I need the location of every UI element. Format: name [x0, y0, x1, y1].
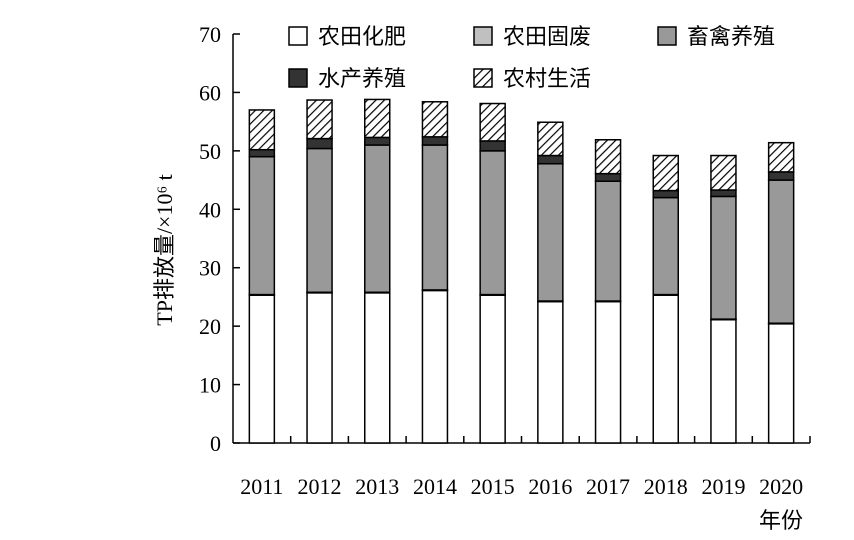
- bar-segment-2016-4: [537, 154, 564, 165]
- legend-label-4: 水产养殖: [318, 66, 406, 91]
- legend-label-2: 农田固废: [503, 24, 591, 49]
- x-tick-label: 2016: [528, 474, 572, 499]
- bar-segment-2015-1: [479, 294, 506, 444]
- bar-segment-2014-3: [421, 144, 449, 291]
- x-tick-label: 2011: [240, 474, 283, 499]
- bar-segment-2014-4: [421, 136, 449, 146]
- y-tick-label: 10: [199, 373, 221, 398]
- bar-segment-2019-3: [710, 195, 737, 320]
- bar-segment-2020-4: [767, 171, 795, 181]
- y-tick-label: 0: [210, 431, 221, 456]
- bar-segment-2014-5: [421, 101, 449, 138]
- legend-swatch-1: [288, 26, 308, 46]
- bar-segment-2012-3: [306, 147, 333, 294]
- bar-segment-2017-5: [594, 139, 622, 175]
- y-tick-label: 40: [199, 197, 221, 222]
- legend-swatch-2: [473, 26, 493, 46]
- legend-label-1: 农田化肥: [318, 24, 406, 49]
- x-tick-label: 2012: [298, 474, 342, 499]
- x-axis-label: 年份: [759, 508, 803, 533]
- bar-segment-2019-4: [710, 189, 737, 198]
- bar-segment-2018-5: [652, 154, 679, 192]
- bar-segment-2013-3: [364, 144, 391, 294]
- bar-segment-2011-1: [248, 294, 276, 444]
- bar-segment-2020-1: [767, 323, 795, 444]
- y-tick-label: 20: [199, 314, 221, 339]
- bar-segment-2012-1: [306, 292, 333, 444]
- bar-segment-2016-1: [537, 300, 564, 444]
- y-axis-label: TP排放量/×10⁶ t: [152, 174, 177, 325]
- legend-label-5: 农村生活: [503, 66, 591, 91]
- bar-segment-2016-5: [537, 121, 564, 157]
- bar-segment-2017-4: [594, 172, 622, 182]
- bar-segment-2015-4: [479, 140, 506, 152]
- bar-segment-2012-4: [306, 137, 333, 150]
- bar-segment-2011-3: [248, 155, 276, 296]
- x-tick-label: 2019: [701, 474, 745, 499]
- bar-segment-2018-3: [652, 196, 679, 296]
- x-tick-label: 2014: [413, 474, 457, 499]
- bar-segment-2013-4: [364, 136, 391, 146]
- legend-swatch-5: [473, 68, 493, 88]
- x-tick-label: 2017: [586, 474, 630, 499]
- bar-segment-2013-5: [364, 98, 391, 139]
- bar-segment-2013-1: [364, 292, 391, 444]
- y-tick-label: 30: [199, 256, 221, 281]
- bar-segment-2020-5: [767, 141, 795, 173]
- x-tick-label: 2015: [471, 474, 515, 499]
- bar-segment-2018-1: [652, 294, 679, 444]
- legend-label-3: 畜禽养殖: [687, 24, 775, 49]
- bars: 2011 2012 2013 2014 2015 2016 2017 2018 2019 2020: [240, 98, 803, 499]
- bar-segment-2011-5: [248, 109, 276, 151]
- bar-segment-2017-1: [594, 300, 622, 444]
- bar-segment-2012-5: [306, 99, 333, 140]
- bar-segment-2011-4: [248, 148, 276, 158]
- bar-segment-2018-4: [652, 189, 679, 199]
- bar-segment-2020-3: [767, 179, 795, 324]
- x-tick-label: 2013: [355, 474, 399, 499]
- bar-segment-2016-3: [537, 162, 564, 302]
- bar-segment-2017-3: [594, 180, 622, 302]
- bar-segment-2014-1: [421, 289, 449, 444]
- bar-segment-2019-1: [710, 318, 737, 444]
- legend-swatch-3: [657, 26, 677, 46]
- bar-segment-2015-3: [479, 150, 506, 296]
- y-tick-label: 60: [199, 80, 221, 105]
- x-tick-label: 2020: [759, 474, 803, 499]
- x-tick-label: 2018: [644, 474, 688, 499]
- bar-segment-2019-5: [710, 154, 737, 191]
- y-tick-label: 70: [199, 22, 221, 47]
- bar-segment-2015-5: [479, 102, 506, 142]
- legend-swatch-4: [288, 68, 308, 88]
- y-tick-label: 50: [199, 139, 221, 164]
